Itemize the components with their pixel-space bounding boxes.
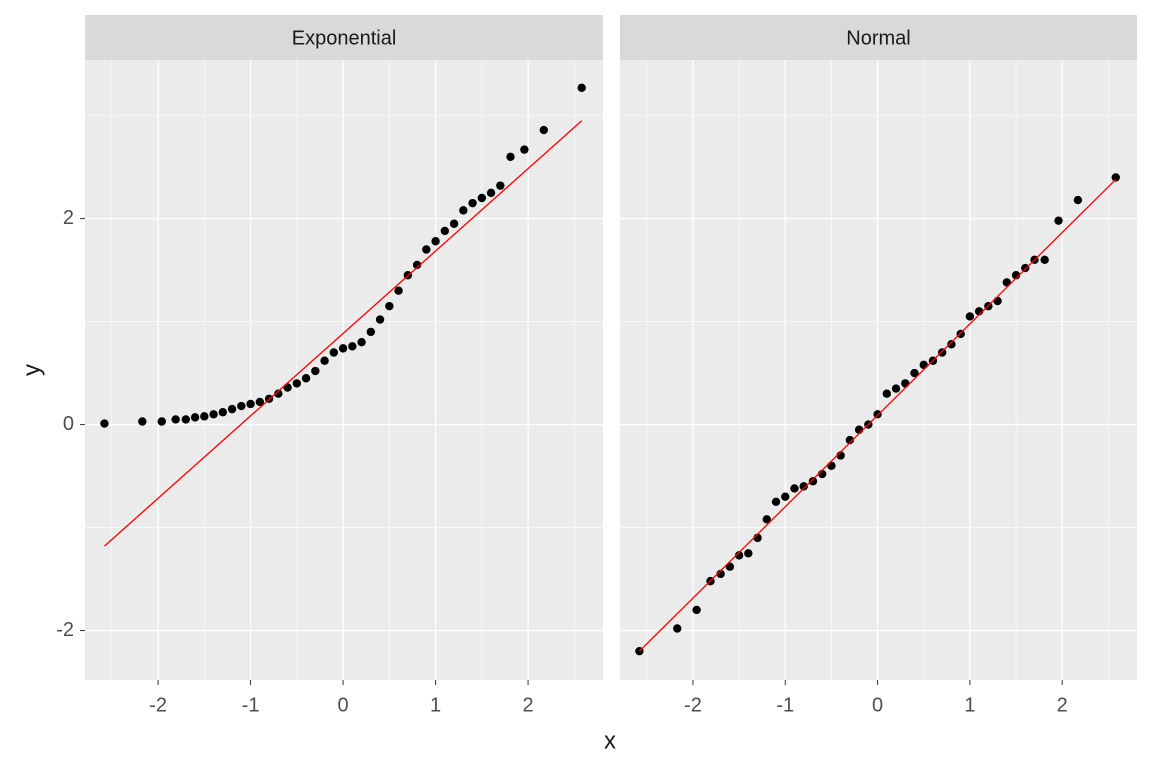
x-tick-label: 0 xyxy=(338,694,349,716)
point xyxy=(873,410,882,419)
point xyxy=(138,417,147,426)
point xyxy=(506,152,515,162)
x-axis-title: x xyxy=(604,727,616,754)
point xyxy=(100,419,109,428)
y-tick-label: 2 xyxy=(63,207,74,229)
point xyxy=(366,327,376,337)
point xyxy=(817,469,827,479)
point xyxy=(827,461,836,470)
panel-background xyxy=(620,60,1137,680)
point xyxy=(375,315,385,324)
point xyxy=(255,397,265,407)
point xyxy=(394,286,403,295)
point xyxy=(449,219,459,228)
point xyxy=(947,340,956,349)
point xyxy=(468,198,477,208)
point xyxy=(938,348,947,357)
point xyxy=(854,425,864,434)
point xyxy=(338,344,348,353)
point xyxy=(725,562,735,571)
strip xyxy=(620,15,1137,60)
point xyxy=(771,497,781,507)
point xyxy=(274,389,283,398)
point xyxy=(539,125,548,135)
point xyxy=(1073,195,1083,205)
point xyxy=(577,83,586,93)
panel-title: Exponential xyxy=(292,27,397,49)
point xyxy=(385,301,394,311)
point xyxy=(882,389,892,398)
point xyxy=(790,484,799,493)
point xyxy=(422,245,431,254)
y-tick-label: -2 xyxy=(56,619,74,641)
x-tick-label: 2 xyxy=(1057,694,1068,716)
point xyxy=(734,551,744,560)
y-tick-label: 0 xyxy=(63,413,74,435)
point xyxy=(237,401,246,411)
point xyxy=(901,379,910,388)
point xyxy=(348,342,357,351)
point xyxy=(292,379,302,388)
point xyxy=(329,348,339,357)
reference-line xyxy=(103,120,583,547)
point xyxy=(227,404,237,414)
panel-background xyxy=(85,60,603,680)
point xyxy=(919,360,928,370)
point xyxy=(1040,255,1049,265)
point xyxy=(200,412,209,421)
point xyxy=(496,181,505,190)
strip xyxy=(85,15,603,60)
x-tick-label: -2 xyxy=(149,694,167,716)
point xyxy=(246,399,255,409)
point xyxy=(1002,278,1012,287)
point xyxy=(357,337,366,347)
reference-line xyxy=(638,179,1117,652)
point xyxy=(301,374,311,383)
point xyxy=(799,482,808,491)
point xyxy=(218,408,228,417)
point xyxy=(1054,216,1063,225)
x-tick-label: 1 xyxy=(964,694,975,716)
point xyxy=(965,312,975,321)
panel-title: Normal xyxy=(846,27,910,49)
x-tick-label: 0 xyxy=(872,694,883,716)
point xyxy=(459,206,468,215)
point xyxy=(412,260,422,270)
point xyxy=(440,226,450,236)
point xyxy=(762,515,771,524)
x-tick-label: 2 xyxy=(523,694,534,716)
x-tick-label: -1 xyxy=(242,694,260,716)
point xyxy=(716,569,725,579)
point xyxy=(845,435,855,445)
point xyxy=(993,296,1002,306)
x-tick-label: -2 xyxy=(684,694,702,716)
point xyxy=(320,356,329,365)
point xyxy=(781,492,790,501)
point xyxy=(431,237,440,246)
point xyxy=(910,368,919,378)
point xyxy=(157,417,166,426)
point xyxy=(190,413,200,422)
y-axis-title: y xyxy=(18,364,45,376)
point xyxy=(1021,263,1030,273)
point xyxy=(311,366,320,376)
point xyxy=(808,477,818,486)
point xyxy=(1111,173,1120,182)
point xyxy=(673,624,682,633)
x-tick-label: -1 xyxy=(776,694,794,716)
point xyxy=(692,605,701,615)
point xyxy=(1011,271,1021,280)
point xyxy=(181,415,191,424)
point xyxy=(477,193,487,203)
point xyxy=(744,549,753,558)
point xyxy=(283,383,292,392)
point xyxy=(171,415,180,424)
point xyxy=(486,188,496,198)
point xyxy=(891,384,901,393)
point xyxy=(209,410,218,419)
x-tick-label: 1 xyxy=(430,694,441,716)
point xyxy=(520,145,529,154)
